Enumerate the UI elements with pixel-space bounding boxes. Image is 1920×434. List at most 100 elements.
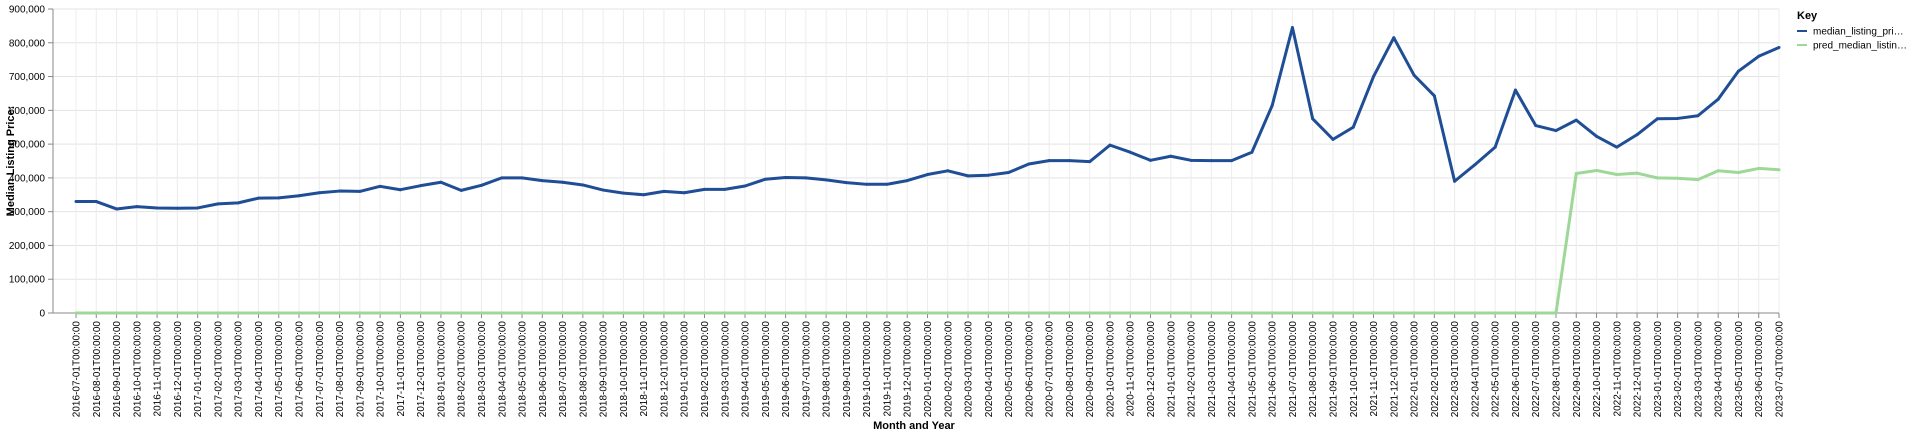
data-point: [1453, 179, 1457, 183]
x-tick-label: 2022-05-01T00:00:00: [1491, 321, 1502, 418]
data-point: [1169, 154, 1173, 158]
x-tick-label: 2019-01-01T00:00:00: [680, 321, 691, 418]
data-point: [74, 311, 78, 315]
x-tick-label: 2023-02-01T00:00:00: [1673, 321, 1684, 418]
x-tick-label: 2018-05-01T00:00:00: [518, 321, 529, 418]
x-tick-label: 2018-09-01T00:00:00: [599, 321, 610, 418]
y-tick-label: 0: [39, 309, 45, 320]
data-point: [561, 311, 565, 315]
x-tick-label: 2020-05-01T00:00:00: [1004, 321, 1015, 418]
data-point: [1655, 176, 1659, 180]
data-point: [601, 311, 605, 315]
x-tick-label: 2022-02-01T00:00:00: [1430, 321, 1441, 418]
data-point: [1432, 94, 1436, 98]
data-point: [1574, 172, 1578, 175]
data-point: [1635, 171, 1639, 175]
data-point: [1615, 173, 1619, 177]
axes: [52, 9, 1779, 314]
data-point: [1270, 104, 1274, 108]
x-tick-label: 2023-01-01T00:00:00: [1653, 321, 1664, 418]
data-point: [479, 183, 483, 187]
data-point: [1372, 311, 1376, 315]
data-point: [216, 311, 220, 315]
x-tick-label: 2021-01-01T00:00:00: [1166, 321, 1177, 418]
x-tick-label: 2017-06-01T00:00:00: [295, 321, 306, 418]
x-tick-label: 2021-08-01T00:00:00: [1308, 321, 1319, 418]
data-point: [378, 311, 382, 315]
data-point: [256, 311, 260, 315]
x-tick-label: 2016-12-01T00:00:00: [173, 321, 184, 418]
x-tick-label: 2021-12-01T00:00:00: [1389, 321, 1400, 418]
x-tick-label: 2018-08-01T00:00:00: [578, 321, 589, 418]
x-tick-label: 2021-11-01T00:00:00: [1369, 321, 1380, 417]
data-point: [1534, 311, 1538, 315]
data-point: [966, 174, 970, 178]
data-point: [743, 184, 747, 188]
gridlines: [53, 8, 1780, 314]
data-point: [1189, 311, 1193, 315]
data-point: [642, 311, 646, 315]
y-tick-label: 100,000: [9, 275, 46, 286]
data-point: [236, 201, 240, 205]
x-tick-label: 2023-04-01T00:00:00: [1714, 321, 1725, 418]
data-point: [824, 178, 828, 182]
data-point: [784, 311, 788, 315]
data-point: [581, 311, 585, 315]
legend-label: pred_median_listin…: [1813, 41, 1907, 52]
data-point: [1736, 69, 1740, 73]
data-point: [175, 311, 179, 315]
data-point: [642, 193, 646, 197]
data-point: [1676, 116, 1680, 120]
x-tick-label: 2017-03-01T00:00:00: [234, 321, 245, 418]
data-point: [115, 207, 119, 211]
x-tick-label: 2016-10-01T00:00:00: [132, 321, 143, 418]
data-point: [1513, 311, 1517, 315]
x-tick-label: 2020-11-01T00:00:00: [1126, 321, 1137, 417]
data-point: [1169, 311, 1173, 315]
data-point: [277, 196, 281, 200]
x-tick-label: 2020-03-01T00:00:00: [964, 321, 975, 418]
data-point: [1331, 137, 1335, 141]
data-point: [1615, 145, 1619, 149]
data-point: [743, 311, 747, 315]
x-tick-label: 2016-08-01T00:00:00: [92, 321, 103, 418]
data-point: [317, 191, 321, 195]
x-tick-label: 2020-12-01T00:00:00: [1146, 321, 1157, 418]
x-tick-label: 2022-06-01T00:00:00: [1511, 321, 1522, 418]
x-tick-label: 2019-03-01T00:00:00: [720, 321, 731, 418]
x-tick-label: 2019-10-01T00:00:00: [862, 321, 873, 418]
data-point: [926, 311, 929, 315]
x-tick-label: 2021-09-01T00:00:00: [1328, 321, 1339, 418]
data-point: [966, 311, 970, 315]
x-tick-label: 2017-10-01T00:00:00: [376, 321, 387, 418]
data-point: [784, 176, 788, 180]
data-point: [844, 181, 848, 185]
data-point: [1108, 311, 1112, 315]
data-point: [1067, 159, 1071, 163]
data-point: [986, 311, 990, 315]
x-tick-label: 2022-07-01T00:00:00: [1531, 321, 1542, 418]
data-point: [662, 189, 666, 193]
x-tick-label: 2019-11-01T00:00:00: [882, 321, 893, 417]
x-tick-label: 2017-01-01T00:00:00: [193, 321, 204, 418]
data-point: [358, 311, 362, 315]
data-point: [1372, 75, 1376, 79]
data-point: [378, 184, 382, 188]
x-tick-label: 2017-05-01T00:00:00: [274, 321, 285, 418]
x-tick-label: 2022-01-01T00:00:00: [1410, 321, 1421, 418]
data-point: [1392, 311, 1396, 315]
data-point: [1716, 169, 1720, 173]
data-point: [1209, 159, 1213, 163]
x-tick-label: 2019-08-01T00:00:00: [822, 321, 833, 418]
data-point: [297, 194, 301, 198]
data-point: [986, 173, 990, 177]
data-point: [804, 176, 808, 180]
data-point: [1351, 311, 1355, 315]
data-point: [459, 311, 463, 315]
data-point: [1007, 170, 1011, 174]
data-point: [763, 311, 767, 315]
data-point: [1696, 178, 1700, 182]
data-point: [1595, 134, 1599, 138]
data-point: [135, 311, 139, 315]
x-tick-label: 2019-12-01T00:00:00: [903, 321, 914, 418]
